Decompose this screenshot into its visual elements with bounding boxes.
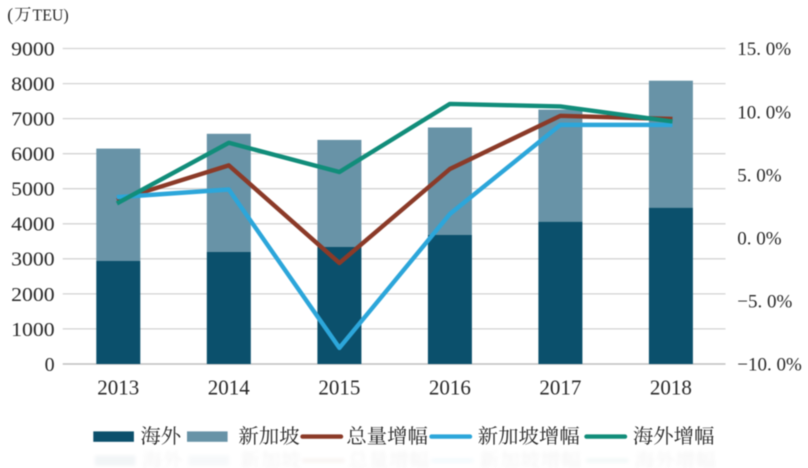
svg-text:2015: 2015 — [318, 375, 360, 399]
svg-text:−5. 0%: −5. 0% — [737, 292, 792, 313]
svg-text:4000: 4000 — [11, 214, 55, 236]
svg-text:8000: 8000 — [11, 74, 55, 96]
svg-text:5000: 5000 — [11, 179, 55, 201]
svg-text:2016: 2016 — [429, 375, 471, 399]
svg-text:3000: 3000 — [11, 249, 55, 271]
svg-text:9000: 9000 — [11, 38, 55, 60]
svg-text:7000: 7000 — [11, 109, 55, 131]
svg-text:0. 0%: 0. 0% — [737, 229, 782, 250]
svg-text:TEU): TEU) — [33, 5, 69, 24]
svg-text:1000: 1000 — [11, 319, 55, 341]
svg-text:5. 0%: 5. 0% — [737, 165, 782, 186]
svg-text:(: ( — [7, 5, 13, 25]
svg-text:0: 0 — [45, 354, 55, 376]
svg-text:−10. 0%: −10. 0% — [737, 355, 802, 376]
svg-text:6000: 6000 — [11, 144, 55, 166]
svg-text:2018: 2018 — [650, 375, 692, 399]
svg-text:2017: 2017 — [539, 375, 581, 399]
svg-text:2000: 2000 — [11, 284, 55, 306]
svg-text:10. 0%: 10. 0% — [737, 102, 791, 123]
svg-text:2014: 2014 — [208, 375, 251, 399]
svg-text:2013: 2013 — [97, 375, 139, 399]
svg-text:15. 0%: 15. 0% — [737, 39, 791, 60]
